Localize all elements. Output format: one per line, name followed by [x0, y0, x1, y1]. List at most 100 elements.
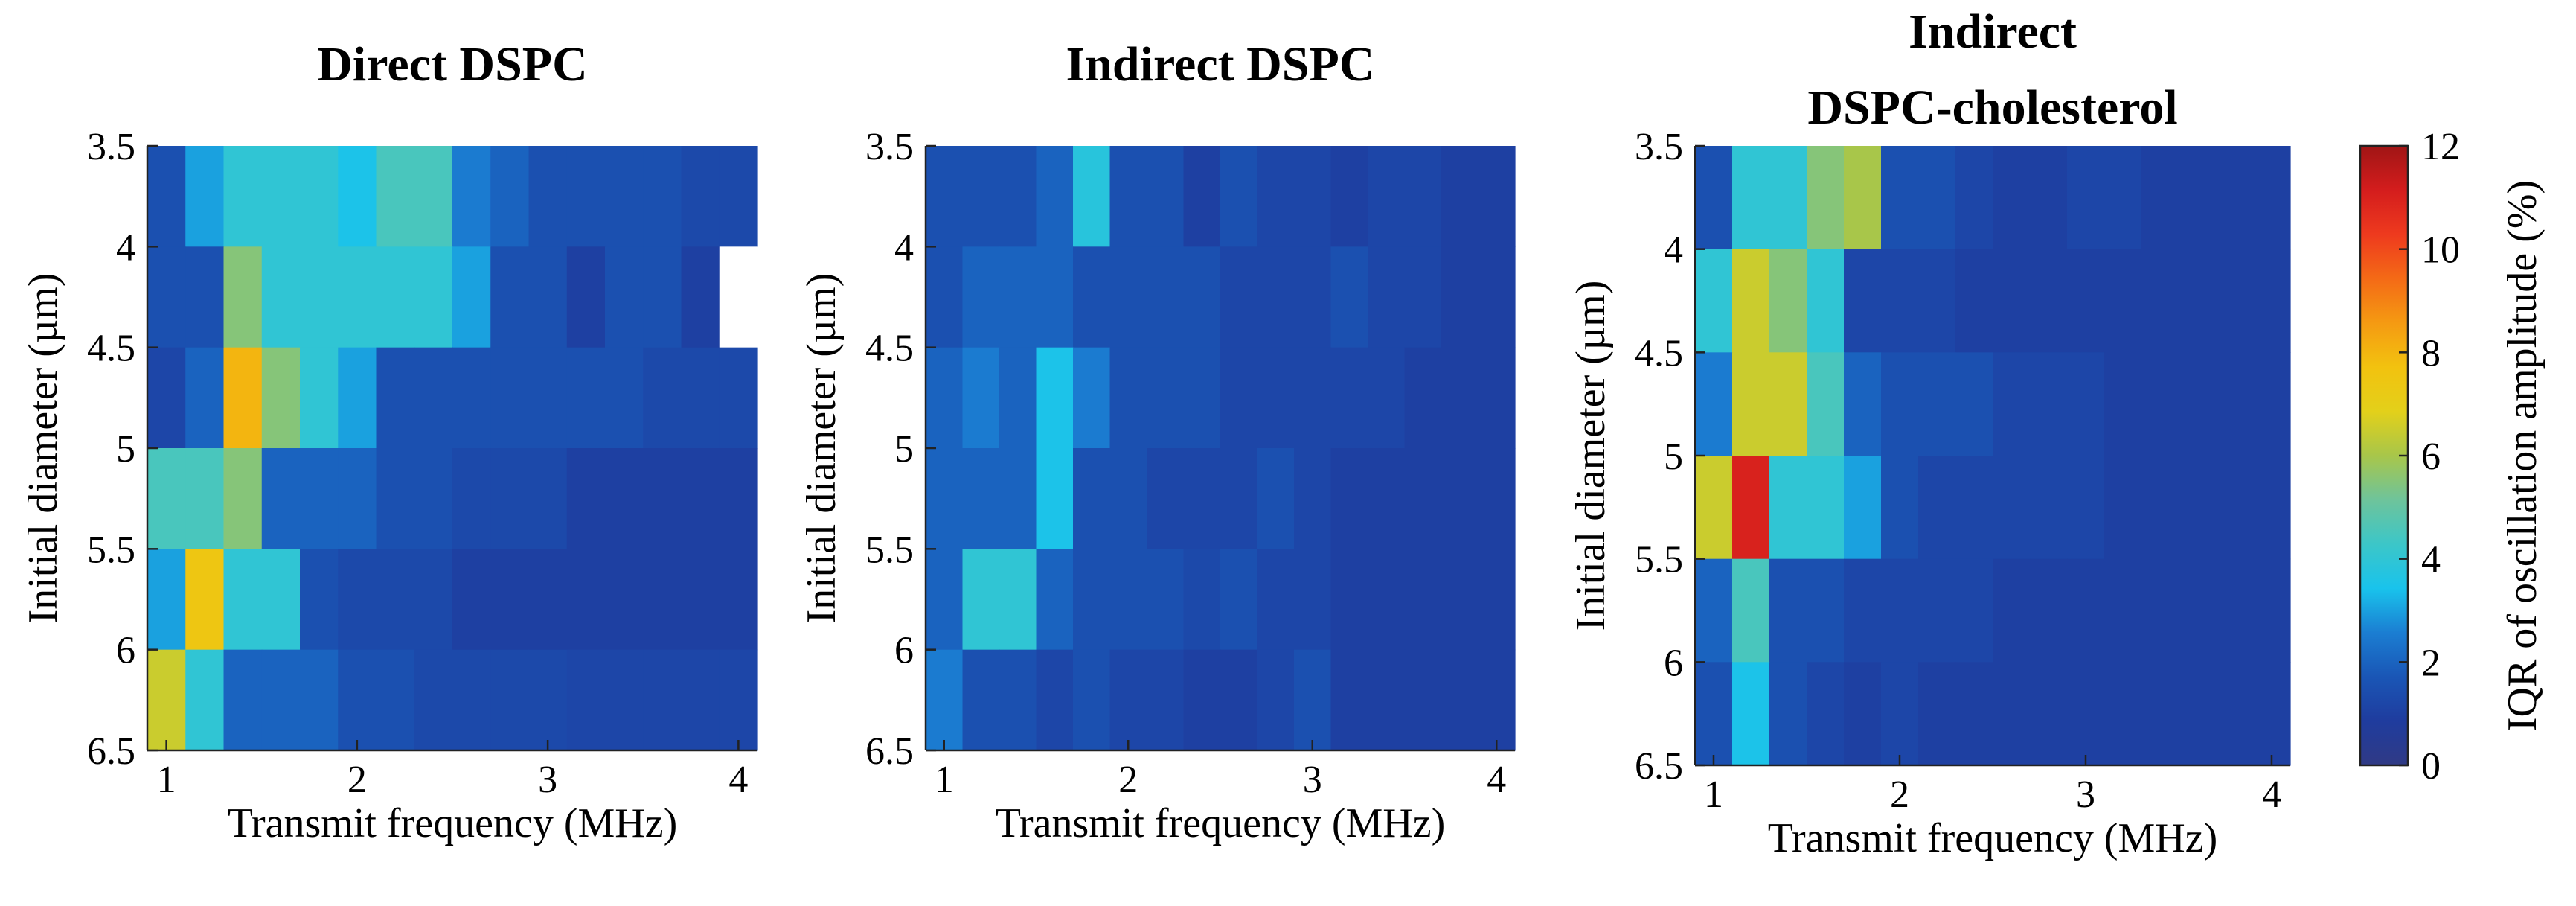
colorbar-tick-label: 0 [2421, 745, 2441, 788]
y-axis-label: Initial diameter (µm) [20, 273, 66, 624]
heatmap-cell [1368, 448, 1406, 549]
heatmap-cell [2067, 352, 2105, 456]
heatmap-cell [490, 649, 530, 751]
heatmap-panel-1: 1 2 3 4 3.5 4 4.5 5 5.5 6 6.5 Transmit frequency (M… [20, 37, 758, 846]
heatmap-cell [1844, 146, 1882, 250]
heatmap-cell [1881, 146, 1919, 250]
heatmap-cell [1368, 649, 1406, 751]
heatmap-cell [2179, 249, 2217, 353]
y-tick-label: 4 [1664, 229, 1683, 272]
heatmap-cell [376, 246, 415, 348]
heatmap-cell [2067, 456, 2105, 560]
heatmap-cell [1257, 649, 1295, 751]
heatmap-cell [605, 549, 644, 651]
heatmap-cell [414, 246, 453, 348]
heatmap-cell [1073, 649, 1111, 751]
heatmap-cell [566, 347, 606, 449]
heatmap-cell [999, 649, 1037, 751]
x-tick-label: 3 [1303, 759, 1322, 801]
heatmap-cell [1404, 146, 1442, 247]
heatmap-cell [185, 649, 225, 751]
heatmap-cell [1478, 246, 1516, 348]
colorbar-tick-label: 10 [2421, 229, 2460, 272]
heatmap-cell [1220, 448, 1258, 549]
heatmap-cell [1073, 448, 1111, 549]
heatmap-cell [1257, 448, 1295, 549]
heatmap-cell [1147, 347, 1185, 449]
heatmap-cell [490, 549, 530, 651]
heatmap-cell [1993, 352, 2031, 456]
heatmap-cell [1918, 456, 1956, 560]
heatmap-cell [2179, 662, 2217, 766]
heatmap-cell [1695, 456, 1733, 560]
heatmap-cell [605, 649, 644, 751]
heatmap-cell [2179, 146, 2217, 250]
heatmap-cell [1918, 249, 1956, 353]
heatmap-cell [1478, 347, 1516, 449]
heatmap-cell [1257, 146, 1295, 247]
heatmap-cell [1844, 352, 1882, 456]
heatmap-cell [528, 347, 568, 449]
heatmap-cell [1844, 249, 1882, 353]
heatmap-cell [681, 246, 720, 348]
heatmap-cell [1732, 558, 1770, 663]
heatmap-cell [1993, 558, 2031, 663]
heatmap-cell [1807, 352, 1845, 456]
heatmap-cell [681, 347, 720, 449]
heatmap-cell [1294, 649, 1332, 751]
panel-title: DSPC-cholesterol [1807, 80, 2177, 135]
heatmap-cell [338, 146, 377, 247]
heatmap-cell [1993, 456, 2031, 560]
heatmap-cell [1220, 347, 1258, 449]
heatmap-cell [338, 448, 377, 549]
heatmap-cell [1036, 146, 1074, 247]
heatmap-cell [2104, 662, 2142, 766]
heatmap-cell [1183, 549, 1221, 651]
heatmap-cell [1368, 146, 1406, 247]
heatmap-cell [185, 448, 225, 549]
heatmap-cell [566, 649, 606, 751]
heatmap-cell [1073, 246, 1111, 348]
heatmap-cell [999, 246, 1037, 348]
heatmap-cell [566, 246, 606, 348]
colorbar-tick-label: 2 [2421, 642, 2441, 684]
heatmap-cell [1732, 456, 1770, 560]
heatmap-cell [1769, 352, 1807, 456]
heatmap-cell [185, 246, 225, 348]
y-tick-label: 6 [1664, 642, 1683, 684]
x-tick-label: 4 [2262, 773, 2281, 816]
heatmap-cell [1330, 246, 1368, 348]
heatmap-cell [261, 549, 301, 651]
heatmap-cell [681, 448, 720, 549]
heatmap-cell [223, 146, 263, 247]
heatmap-cell [376, 347, 415, 449]
heatmap-cell [2253, 456, 2291, 560]
heatmap-cell [223, 649, 263, 751]
heatmap-cell [2216, 146, 2254, 250]
heatmap-cell [300, 347, 339, 449]
heatmap-cell [1844, 456, 1882, 560]
heatmap-cell [643, 146, 682, 247]
heatmap-cell [414, 549, 453, 651]
heatmap-cell [1368, 347, 1406, 449]
y-tick-label: 4.5 [865, 328, 914, 370]
heatmap-cell [1881, 662, 1919, 766]
heatmap-cell [452, 649, 491, 751]
heatmap-cell [1955, 146, 1993, 250]
heatmap-cell [2253, 352, 2291, 456]
heatmap-cell [1807, 249, 1845, 353]
heatmap-cell [681, 649, 720, 751]
heatmap-cell [1993, 249, 2031, 353]
heatmap-cell [2179, 456, 2217, 560]
heatmap-cell [566, 448, 606, 549]
heatmap-cell [223, 549, 263, 651]
colorbar-tick-label: 8 [2421, 332, 2441, 374]
panel-title: Indirect DSPC [1066, 37, 1375, 92]
heatmap-cell [147, 246, 186, 348]
x-tick-label: 2 [1890, 773, 1909, 816]
heatmap-cell [2216, 249, 2254, 353]
heatmap-cell [528, 549, 568, 651]
y-tick-label: 6.5 [865, 730, 914, 773]
heatmap-cell [1073, 146, 1111, 247]
heatmap-cell [643, 448, 682, 549]
